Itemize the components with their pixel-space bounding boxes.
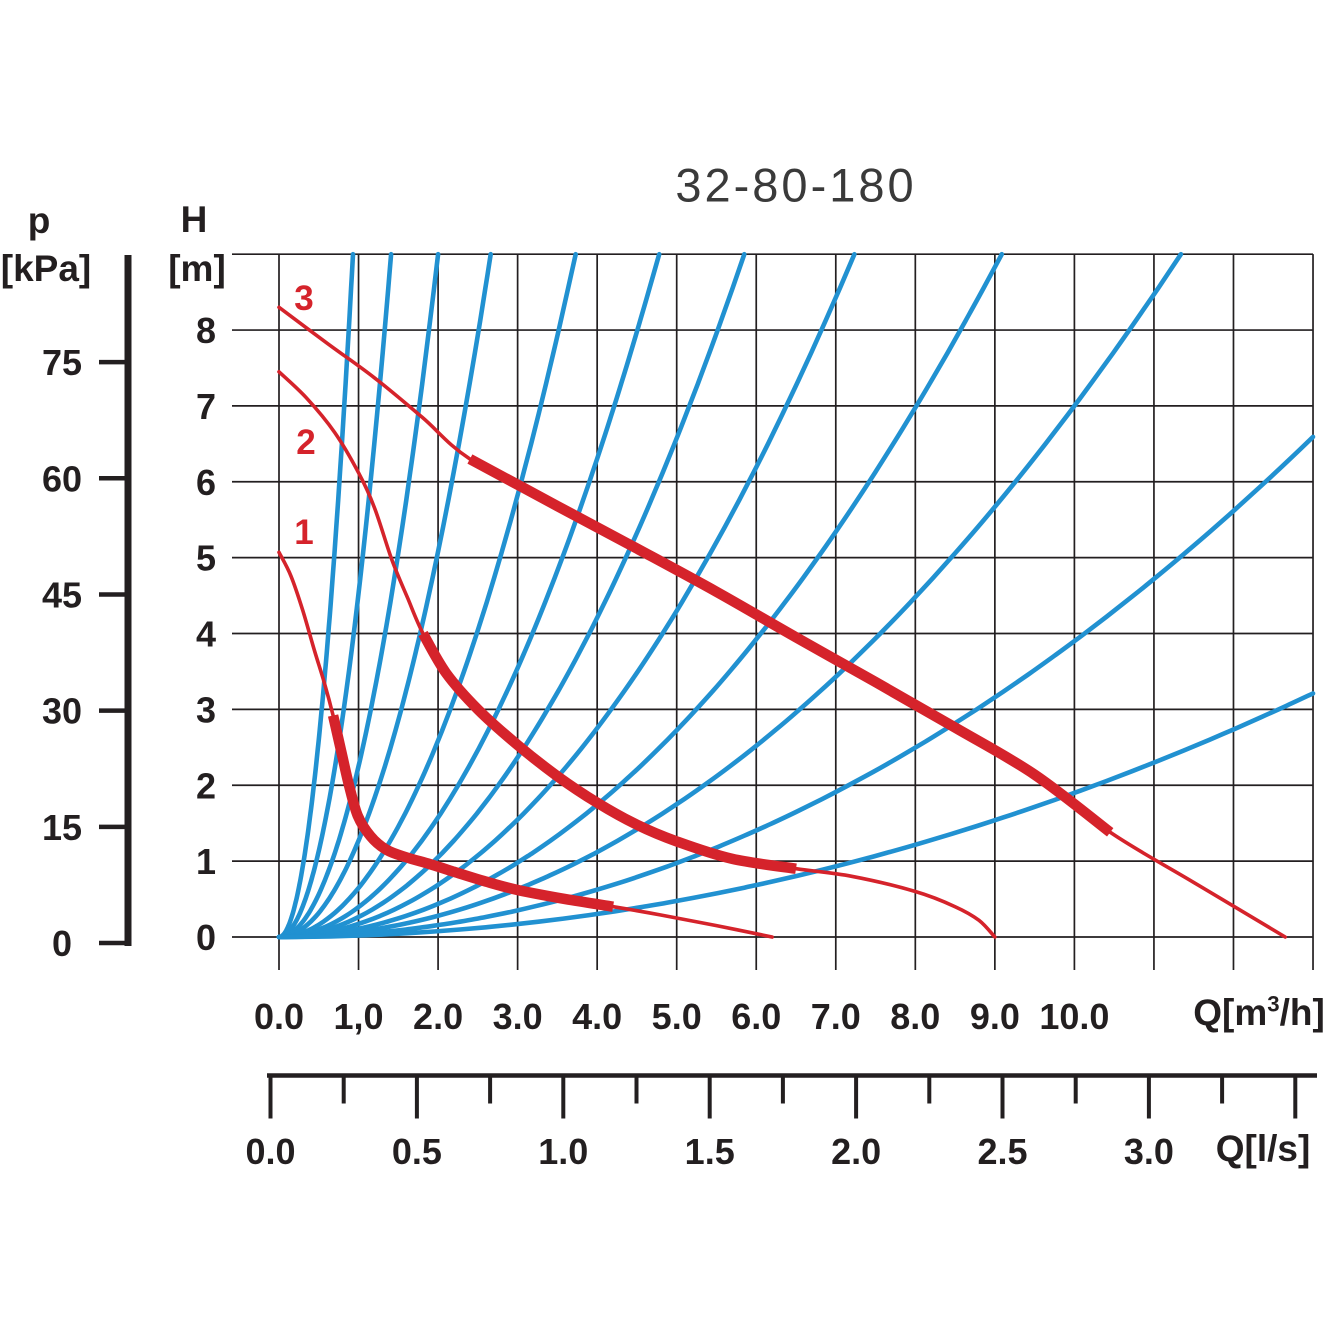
flow-m3h-tick-label: 8.0 [890,996,940,1037]
flow-m3h-tick-label: 3.0 [493,996,543,1037]
flow-m3h-unit-post: /h] [1279,992,1325,1033]
flow-m3h-unit-sup: 3 [1267,991,1280,1017]
system-curve [276,691,1316,940]
flow-m3h-tick-label: 2.0 [413,996,463,1037]
head-tick-label: 0 [196,917,216,958]
head-tick-label: 3 [196,689,216,730]
pump-curve-label-3: 3 [294,279,314,318]
pump-curve-1-duty-segment [327,714,614,912]
pressure-tick-label: 45 [42,574,82,615]
flow-ls-tick-label: 3.0 [1124,1131,1174,1172]
head-tick-label: 4 [196,614,216,655]
system-curve [276,251,493,940]
system-curve [276,251,1005,940]
pressure-tick-label: 60 [42,458,82,499]
head-axis-unit: [m] [168,248,226,289]
flow-ls-tick-label: 0.5 [392,1131,442,1172]
system-curve [276,251,1184,940]
flow-ls-tick-label: 2.5 [977,1131,1027,1172]
head-tick-label: 7 [196,386,216,427]
system-curve [276,251,662,940]
pump-curve-3 [277,305,1287,939]
pump-curve-label-1: 1 [294,513,314,552]
pressure-tick-label: 30 [42,691,82,732]
flow-m3h-tick-label: 7.0 [811,996,861,1037]
flow-m3h-unit-label: Q[m3/h] [1193,992,1325,1034]
flow-ls-unit-label: Q[l/s] [1215,1128,1311,1169]
system-curves-layer [276,251,1316,940]
flow-ls-tick-label: 1.5 [685,1131,735,1172]
pump-curve-2-duty-segment [418,630,797,874]
flow-m3h-unit-pre: Q[m [1193,992,1268,1033]
system-curve [276,251,857,940]
pressure-axis-bar [99,255,132,946]
system-curve [276,251,747,940]
flow-m3h-tick-label: 4.0 [572,996,622,1037]
head-tick-label: 5 [196,538,216,579]
system-curve [276,251,578,940]
pressure-axis-symbol: p [27,200,51,241]
flow-ls-tick-label: 2.0 [831,1131,881,1172]
flow-m3h-tick-label: 0.0 [254,996,304,1037]
flow-ls-tick-label: 1.0 [538,1131,588,1172]
system-curve [276,434,1316,940]
head-tick-label: 1 [196,841,216,882]
flow-ls-tick-label: 0.0 [245,1131,295,1172]
pump-curve-3-duty-segment [467,454,1114,837]
flow-m3h-tick-label: 5.0 [652,996,702,1037]
head-tick-label: 8 [196,310,216,351]
pressure-axis-unit: [kPa] [0,248,92,289]
pressure-tick-label: 75 [42,342,82,383]
flow-m3h-tick-label: 1,0 [334,996,384,1037]
flow-m3h-tick-label: 10.0 [1039,996,1109,1037]
system-curve [276,251,356,940]
head-tick-label: 2 [196,765,216,806]
head-tick-label: 6 [196,462,216,503]
flow-m3h-tick-label: 6.0 [731,996,781,1037]
pressure-tick-label: 0 [52,923,72,964]
chart-title: 32-80-180 [675,158,917,212]
system-curve [276,251,441,940]
system-curve [276,251,394,940]
pressure-tick-label: 15 [42,807,82,848]
flow-ls-ruler [267,1073,1317,1119]
pump-curve-label-2: 2 [296,423,316,462]
flow-m3h-tick-label: 9.0 [970,996,1020,1037]
head-axis-symbol: H [180,199,208,240]
pump-curves-layer [277,305,1287,939]
